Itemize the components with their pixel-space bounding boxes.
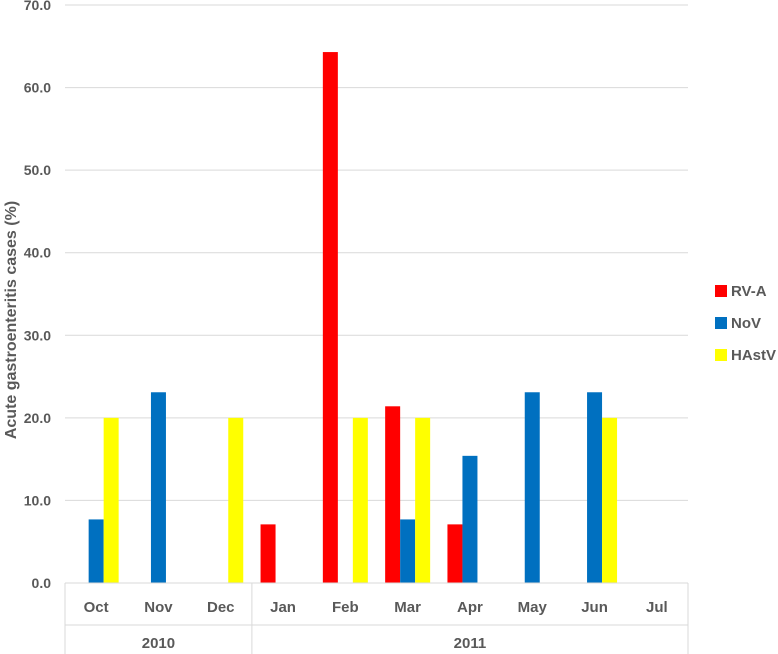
group-label: 2010: [142, 635, 175, 652]
y-tick-label: 70.0: [24, 0, 51, 13]
bar-nov-oct: [88, 519, 104, 583]
bar-hastv-oct: [103, 417, 119, 583]
legend-label: HAstV: [731, 347, 776, 364]
legend-swatch-rv-a: [715, 285, 727, 297]
bars: [88, 52, 618, 583]
y-tick-label: 40.0: [24, 245, 51, 261]
x-tick-label: May: [518, 599, 548, 616]
x-tick-label: Nov: [144, 599, 173, 616]
y-tick-label: 60.0: [24, 80, 51, 96]
x-tick-label: Dec: [207, 599, 235, 616]
y-tick-label: 10.0: [24, 492, 51, 508]
bar-hastv-dec: [228, 417, 244, 583]
bar-hastv-jun: [602, 417, 618, 583]
gridlines: [65, 4, 688, 584]
y-axis-ticks: 0.0 10.0 20.0 30.0 40.0 50.0 60.0 70.0: [24, 0, 51, 591]
x-tick-label: Mar: [394, 599, 421, 616]
y-tick-label: 30.0: [24, 327, 51, 343]
x-tick-label: Jan: [270, 599, 296, 616]
x-tick-label: Apr: [457, 599, 483, 616]
legend-label: NoV: [731, 315, 761, 332]
bar-nov-may: [524, 392, 540, 583]
y-tick-label: 0.0: [32, 575, 52, 591]
bar-nov-apr: [462, 455, 478, 583]
legend-swatch-nov: [715, 317, 727, 329]
y-tick-label: 50.0: [24, 162, 51, 178]
legend-label: RV-A: [731, 283, 767, 300]
group-label: 2011: [454, 635, 487, 652]
x-tick-label: Jul: [646, 599, 668, 616]
bar-hastv-feb: [352, 417, 368, 583]
bar-rv-a-jan: [260, 524, 276, 583]
bar-nov-jun: [587, 392, 603, 583]
bar-rv-a-feb: [322, 52, 338, 583]
x-tick-label: Feb: [332, 599, 359, 616]
bar-nov-nov: [150, 392, 166, 583]
category-axis: Oct Nov Dec Jan Feb Mar Apr May Jun Jul 2010 2011: [64, 582, 689, 654]
x-tick-label: Jun: [581, 599, 608, 616]
x-tick-label: Oct: [84, 599, 109, 616]
y-tick-label: 20.0: [24, 410, 51, 426]
bar-nov-mar: [400, 519, 416, 583]
legend-swatch-hastv: [715, 349, 727, 361]
bar-rv-a-mar: [385, 406, 401, 583]
bar-rv-a-apr: [447, 524, 463, 583]
legend: RV-A NoV HAstV: [715, 283, 776, 364]
y-axis-label: Acute gastroenteritis cases (%): [3, 201, 20, 439]
bar-hastv-mar: [415, 417, 431, 583]
